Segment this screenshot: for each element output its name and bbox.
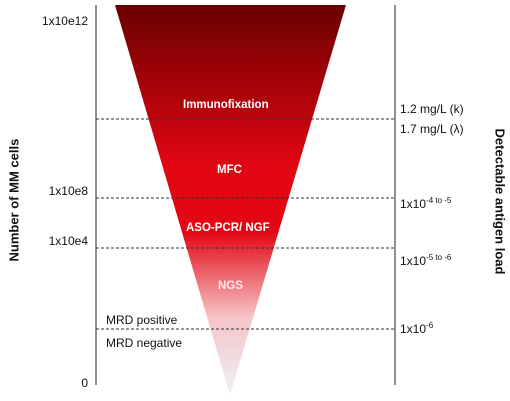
tick-1x10e8: 1x10e8 [48, 184, 88, 198]
left-axis-title: Number of MM cells [6, 138, 22, 262]
right-axis-title: Detectable antigen load [492, 128, 508, 275]
technique-mfc: MFC [217, 164, 242, 176]
tick-1x10e4: 1x10e4 [48, 234, 88, 248]
kappa-threshold-label: 1.2 mg/L (k) [400, 102, 464, 116]
tick-1x10e12: 1x10e12 [41, 14, 88, 28]
lambda-threshold-label: 1.7 mg/L (λ) [400, 122, 464, 136]
tick-zero: 0 [81, 376, 88, 390]
technique-immunofixation: Immunofixation [183, 99, 269, 111]
detection-funnel [115, 5, 346, 395]
technique-ngs: NGS [218, 280, 243, 292]
mrd-positive-label: MRD positive [106, 313, 178, 327]
ngs-sensitivity-label: 1x10-6 [400, 321, 434, 336]
aso-pcr-sensitivity-label: 1x10-5 to -6 [400, 253, 452, 268]
technique-aso-pcr-ngf: ASO-PCR/ NGF [186, 222, 270, 234]
mfc-sensitivity-label: 1x10-4 to -5 [400, 196, 452, 211]
mrd-negative-label: MRD negative [106, 336, 183, 350]
